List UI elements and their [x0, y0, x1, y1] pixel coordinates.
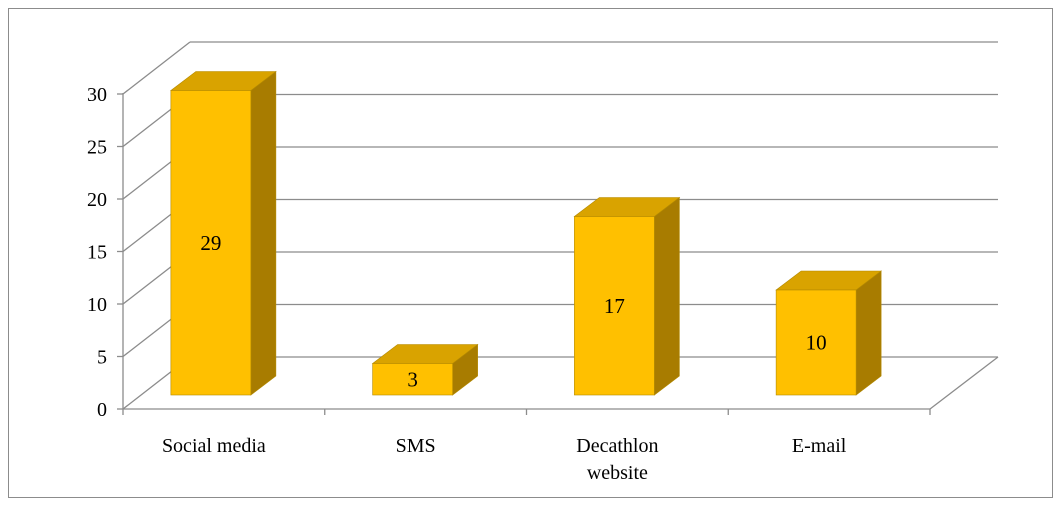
x-category-label-line: SMS [396, 435, 436, 457]
x-category-label-line: website [587, 462, 648, 484]
data-label: 29 [200, 231, 221, 255]
y-tick-label: 5 [97, 347, 107, 369]
x-category-label: Decathlon website [576, 435, 658, 484]
bar-side [654, 196, 680, 396]
bar-side [250, 70, 277, 396]
bar-2: 3 [371, 343, 479, 396]
bar-front [574, 216, 655, 396]
bar-4: 10 [775, 270, 883, 396]
y-tick-label: 10 [87, 294, 107, 316]
bar-3: 17 [573, 196, 681, 396]
bar-front [170, 90, 252, 396]
data-label: 3 [407, 367, 418, 391]
y-tick-label: 30 [87, 84, 107, 106]
bar-1: 29 [169, 70, 277, 396]
y-tick-label: 20 [87, 189, 107, 211]
x-category-label-line: E-mail [792, 435, 847, 457]
data-label: 10 [806, 331, 827, 355]
x-category-label: Social media [162, 435, 266, 457]
y-tick-label: 0 [97, 399, 107, 421]
x-category-label-line: Social media [162, 435, 266, 457]
x-category-label: SMS [396, 435, 436, 457]
gridline-depth [122, 41, 191, 95]
data-label: 17 [604, 294, 625, 318]
y-tick-label: 25 [87, 137, 107, 159]
bar-front [372, 363, 453, 396]
floor-right-edge [929, 356, 999, 410]
y-tick-label: 15 [87, 242, 107, 264]
x-category-label-line: Decathlon [576, 435, 658, 457]
bar-front [775, 289, 857, 396]
x-category-label: E-mail [792, 435, 847, 457]
bar-side [855, 270, 882, 396]
